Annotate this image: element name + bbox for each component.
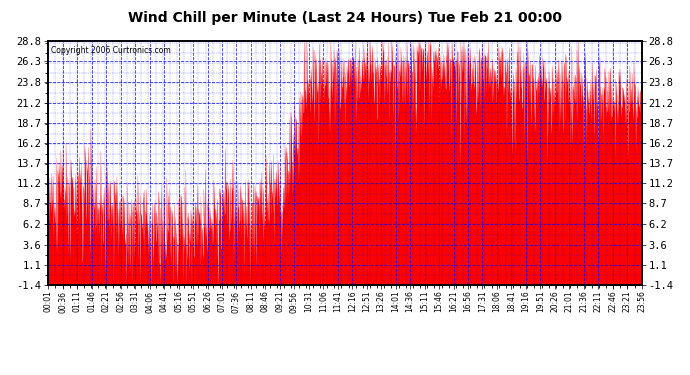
Text: Copyright 2006 Curtronics.com: Copyright 2006 Curtronics.com [51, 46, 171, 55]
Text: Wind Chill per Minute (Last 24 Hours) Tue Feb 21 00:00: Wind Chill per Minute (Last 24 Hours) Tu… [128, 11, 562, 25]
